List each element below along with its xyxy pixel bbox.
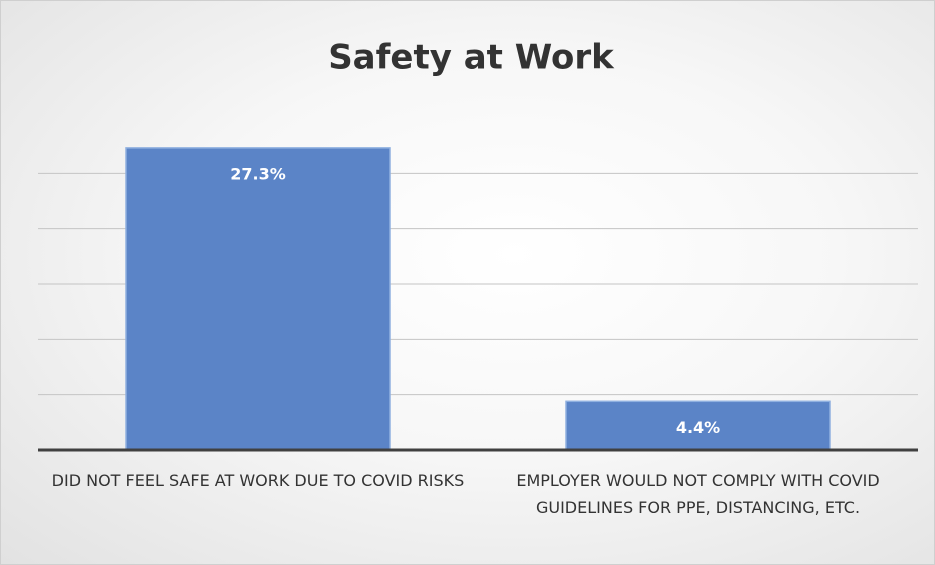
data-label: 27.3% [230, 164, 286, 183]
data-label: 4.4% [676, 418, 720, 437]
bar [565, 400, 831, 451]
x-tick-label: EMPLOYER WOULD NOT COMPLY WITH COVID GUI… [516, 471, 880, 517]
x-tick-label: DID NOT FEEL SAFE AT WORK DUE TO COVID R… [51, 471, 465, 490]
bar [125, 147, 391, 451]
chart-title: Safety at Work [328, 38, 615, 78]
